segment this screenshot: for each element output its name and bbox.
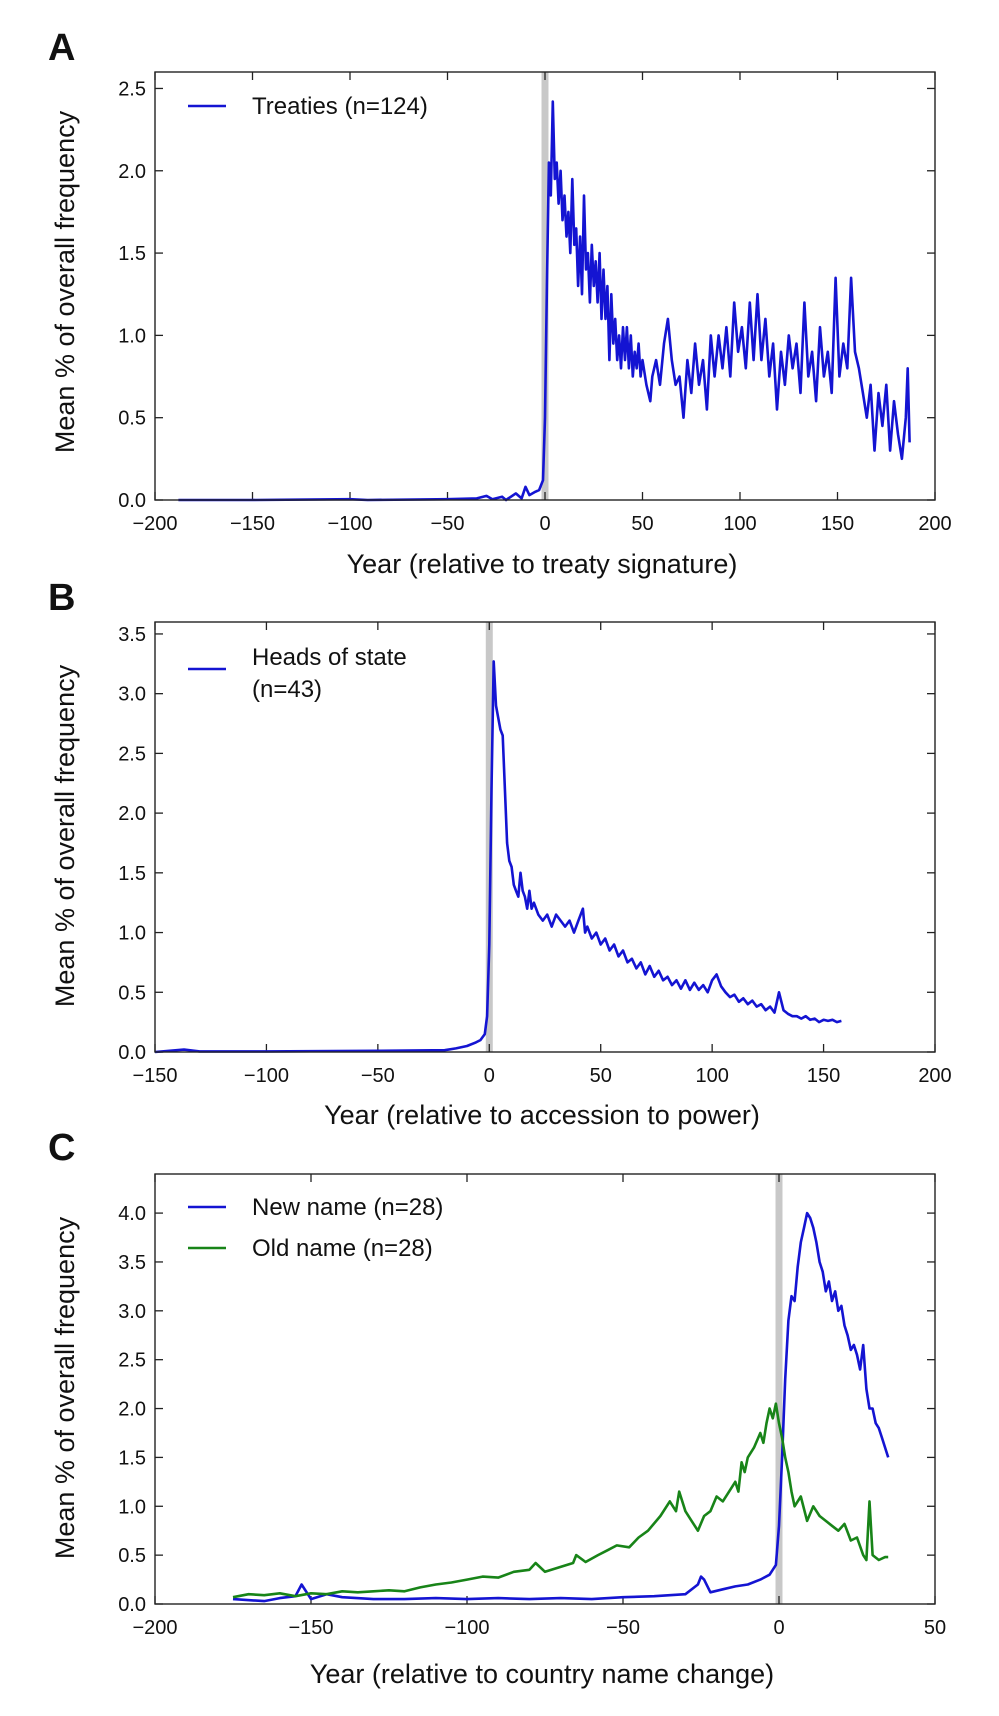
panel-a-legend-label: Treaties (n=124) — [252, 93, 428, 120]
panel-a: A −200 −150 −100 −50 0 50 100 150 200 0.0 0.5 1.0 1.… — [48, 27, 952, 579]
panel-c-y-tick-label: 1.5 — [118, 1447, 146, 1469]
panel-c-y-tick-label: 0.5 — [118, 1545, 146, 1567]
panel-b: B −150 −100 −50 0 50 100 150 200 0.0 0.5 1.0 1.5 2.0… — [48, 577, 952, 1130]
panel-a-series-treaties — [178, 100, 911, 502]
panel-a-x-tick-label: −50 — [431, 513, 465, 535]
panel-b-x-tick-label: 200 — [918, 1065, 951, 1087]
panel-a-y-tick-label: 0.5 — [118, 408, 146, 430]
panel-c-y-tick-label: 1.0 — [118, 1496, 146, 1518]
panel-c-legend-label-new: New name (n=28) — [252, 1194, 443, 1221]
panel-c-series-old-name — [232, 1402, 889, 1599]
panel-b-y-tick-label: 1.0 — [118, 923, 146, 945]
panel-a-x-tick-label: 200 — [918, 513, 951, 535]
panel-c-y-tick-label: 3.0 — [118, 1301, 146, 1323]
panel-b-ticks: −150 −100 −50 0 50 100 150 200 0.0 0.5 1.0 1.5 2.0 2.… — [118, 622, 952, 1087]
panel-b-x-tick-label: 50 — [590, 1065, 612, 1087]
panel-b-highlight-band — [485, 622, 493, 1052]
panel-c-series-new-name — [232, 1211, 890, 1603]
panel-b-y-tick-label: 1.5 — [118, 863, 146, 885]
panel-a-y-tick-label: 0.0 — [118, 490, 146, 512]
panel-b-x-tick-label: 0 — [484, 1065, 495, 1087]
panel-b-y-tick-label: 0.5 — [118, 982, 146, 1004]
panel-a-x-axis-label: Year (relative to treaty signature) — [347, 549, 738, 579]
panel-c-x-tick-label: −200 — [132, 1617, 177, 1639]
panel-a-letter: A — [48, 27, 75, 69]
panel-b-x-tick-label: −100 — [244, 1065, 289, 1087]
panel-a-y-tick-label: 1.0 — [118, 325, 146, 347]
panel-b-x-tick-label: 150 — [807, 1065, 840, 1087]
panel-b-series-heads-of-state — [154, 660, 842, 1054]
panel-b-x-tick-label: −50 — [361, 1065, 395, 1087]
panel-c-y-tick-label: 2.0 — [118, 1399, 146, 1421]
panel-b-y-tick-label: 3.0 — [118, 684, 146, 706]
panel-c-x-tick-label: 50 — [924, 1617, 946, 1639]
panel-a-x-tick-label: 0 — [539, 513, 550, 535]
panel-b-y-tick-label: 2.5 — [118, 743, 146, 765]
panel-c-x-tick-label: −150 — [288, 1617, 333, 1639]
panel-a-x-tick-label: 50 — [631, 513, 653, 535]
panel-a-plot-frame — [154, 71, 936, 501]
panel-b-y-tick-label: 0.0 — [118, 1042, 146, 1064]
panel-b-y-axis-label: Mean % of overall frequency — [50, 664, 80, 1007]
panel-c-y-tick-label: 0.0 — [118, 1594, 146, 1616]
panel-c-x-axis-label: Year (relative to country name change) — [310, 1659, 774, 1689]
panel-a-x-tick-label: 150 — [821, 513, 854, 535]
panel-c-x-tick-label: −50 — [606, 1617, 640, 1639]
panel-a-x-tick-label: −100 — [327, 513, 372, 535]
panel-b-y-tick-label: 2.0 — [118, 803, 146, 825]
panel-c-y-axis-label: Mean % of overall frequency — [50, 1216, 80, 1559]
panel-a-x-tick-label: −200 — [132, 513, 177, 535]
panel-b-x-tick-label: 100 — [695, 1065, 728, 1087]
panel-b-y-tick-label: 3.5 — [118, 624, 146, 646]
panel-c-y-tick-label: 3.5 — [118, 1252, 146, 1274]
panel-a-y-axis-label: Mean % of overall frequency — [50, 110, 80, 453]
panel-c-x-tick-label: 0 — [773, 1617, 784, 1639]
panel-b-x-tick-label: −150 — [132, 1065, 177, 1087]
panel-c-y-tick-label: 2.5 — [118, 1350, 146, 1372]
panel-c-letter: C — [48, 1127, 75, 1169]
panel-c: C −200 −150 −100 −50 0 50 0.0 0.5 1.0 1.5 2.0 2.5 3.… — [48, 1127, 946, 1689]
panel-b-letter: B — [48, 577, 75, 619]
panel-c-y-tick-label: 4.0 — [118, 1203, 146, 1225]
panel-a-y-tick-label: 2.0 — [118, 161, 146, 183]
panel-c-plot-frame — [154, 1173, 936, 1605]
panel-c-x-tick-label: −100 — [444, 1617, 489, 1639]
panel-a-x-tick-label: 100 — [723, 513, 756, 535]
panel-b-plot-frame — [154, 621, 936, 1053]
panel-a-highlight-band — [541, 72, 549, 500]
panel-a-x-tick-label: −150 — [230, 513, 275, 535]
panel-a-y-tick-label: 1.5 — [118, 243, 146, 265]
panel-b-legend-label-line2: (n=43) — [252, 676, 322, 703]
panel-b-x-axis-label: Year (relative to accession to power) — [324, 1100, 760, 1130]
panel-a-y-tick-label: 2.5 — [118, 78, 146, 100]
panel-c-ticks: −200 −150 −100 −50 0 50 0.0 0.5 1.0 1.5 2.0 2.5 3.0 3… — [118, 1174, 946, 1639]
panel-c-legend-label-old: Old name (n=28) — [252, 1235, 433, 1262]
panel-b-legend-label: Heads of state — [252, 644, 407, 671]
panel-c-highlight-band — [775, 1174, 783, 1604]
panel-a-ticks: −200 −150 −100 −50 0 50 100 150 200 0.0 0.5 1.0 1.5 2… — [118, 72, 952, 535]
